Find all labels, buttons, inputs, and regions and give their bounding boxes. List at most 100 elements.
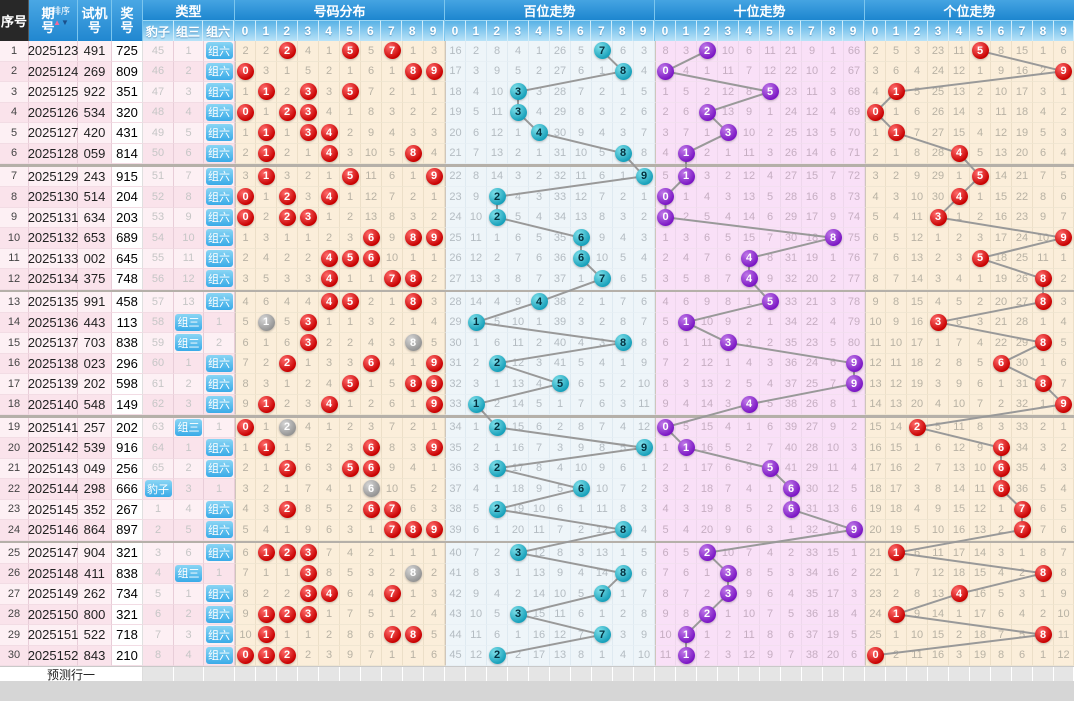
type-cell: 豹子 [143, 479, 174, 500]
number-ball: 1 [257, 439, 275, 457]
prediction-cell[interactable] [204, 667, 235, 681]
miss-cell: 1 [529, 143, 550, 164]
miss-cell: 2 [298, 645, 319, 666]
prediction-cell[interactable] [718, 667, 739, 681]
miss-cell: 2 [529, 61, 550, 82]
number-ball: 6 [362, 354, 380, 372]
ball-cell: 3 [298, 123, 319, 144]
miss-cell: 7 [949, 333, 970, 354]
type-cell: 组六 [204, 166, 235, 187]
ball-cell: 8 [1033, 563, 1054, 584]
prediction-cell[interactable] [802, 667, 823, 681]
prediction-cell[interactable] [487, 667, 508, 681]
prediction-cell[interactable] [844, 667, 865, 681]
prediction-cell[interactable] [781, 667, 802, 681]
miss-cell: 4 [760, 374, 781, 395]
prediction-cell[interactable] [655, 667, 676, 681]
type-cell: 47 [143, 82, 174, 103]
prediction-cell[interactable] [676, 667, 697, 681]
miss-cell: 33 [802, 543, 823, 564]
prediction-cell[interactable] [928, 667, 949, 681]
type-cell: 1 [143, 499, 174, 520]
miss-cell: 1 [718, 353, 739, 374]
prediction-cell[interactable] [970, 667, 991, 681]
miss-cell: 1 [739, 417, 760, 438]
prediction-cell[interactable] [571, 667, 592, 681]
type-cell: 组六 [204, 458, 235, 479]
prediction-cell[interactable] [592, 667, 613, 681]
digit-header: 6 [991, 20, 1012, 41]
miss-cell: 6 [760, 207, 781, 228]
miss-cell: 7 [466, 543, 487, 564]
miss-cell: 13 [865, 374, 886, 395]
miss-cell: 13 [739, 187, 760, 208]
miss-cell: 9 [991, 61, 1012, 82]
number-ball: 8 [1034, 375, 1052, 393]
prediction-cell[interactable] [174, 667, 204, 681]
prediction-cell[interactable] [739, 667, 760, 681]
miss-cell: 4 [613, 645, 634, 666]
prediction-cell[interactable] [256, 667, 277, 681]
prediction-cell[interactable] [466, 667, 487, 681]
ball-cell: 4 [319, 123, 340, 144]
miss-cell: 6 [760, 584, 781, 605]
prediction-cell[interactable] [382, 667, 403, 681]
miss-cell: 7 [718, 269, 739, 290]
miss-cell: 5 [424, 625, 445, 646]
prediction-cell[interactable] [1033, 667, 1054, 681]
test-number-cell: 491 [78, 41, 112, 62]
sort-asc-icon[interactable]: ▲ [53, 18, 61, 27]
prediction-cell[interactable] [634, 667, 655, 681]
prediction-cell[interactable] [1054, 667, 1074, 681]
prediction-cell[interactable] [823, 667, 844, 681]
ball-cell: 2 [487, 353, 508, 374]
prediction-cell[interactable] [991, 667, 1012, 681]
number-ball: 1 [257, 626, 275, 644]
prediction-cell[interactable] [319, 667, 340, 681]
prediction-cell[interactable] [550, 667, 571, 681]
number-ball: 7 [593, 585, 611, 603]
prediction-cell[interactable] [424, 667, 445, 681]
miss-cell: 1 [403, 166, 424, 187]
miss-cell: 3 [424, 41, 445, 62]
prize-number-cell: 351 [112, 82, 143, 103]
prediction-cell[interactable] [445, 667, 466, 681]
miss-cell: 5 [676, 543, 697, 564]
prediction-cell[interactable] [340, 667, 361, 681]
sort-widget[interactable]: 排序 ▲▼ [48, 6, 74, 27]
sort-desc-icon[interactable]: ▼ [61, 18, 69, 27]
prediction-cell[interactable] [697, 667, 718, 681]
miss-cell: 1 [403, 394, 424, 415]
miss-cell: 20 [697, 520, 718, 541]
prediction-cell[interactable] [361, 667, 382, 681]
prediction-cell[interactable] [865, 667, 886, 681]
prediction-cell[interactable] [949, 667, 970, 681]
prediction-cell[interactable] [886, 667, 907, 681]
type-cell: 组六 [204, 645, 235, 666]
prediction-cell[interactable] [277, 667, 298, 681]
digit-header: 0 [655, 20, 676, 41]
prediction-cell[interactable] [235, 667, 256, 681]
miss-cell: 3 [403, 123, 424, 144]
prediction-cell[interactable] [1012, 667, 1033, 681]
prediction-cell[interactable] [907, 667, 928, 681]
miss-cell: 11 [970, 479, 991, 500]
prediction-cell[interactable] [760, 667, 781, 681]
prediction-cell[interactable] [529, 667, 550, 681]
prediction-cell[interactable] [508, 667, 529, 681]
prediction-cell[interactable] [403, 667, 424, 681]
test-number-cell: 257 [78, 417, 112, 438]
ball-cell: 2 [487, 458, 508, 479]
table-row: 4 2025126 534 320 48 4 组六 0 1 2 3 4 1 8 3 2 2 19 5 11 3 4 29 8 3… [0, 102, 1074, 123]
type-badge: 组三 [175, 334, 202, 352]
miss-cell: 5 [676, 269, 697, 290]
prediction-cell[interactable] [613, 667, 634, 681]
type-badge: 组六 [205, 626, 233, 644]
miss-cell: 6 [235, 543, 256, 564]
miss-cell: 15 [508, 417, 529, 438]
number-ball: 9 [425, 439, 443, 457]
miss-cell: 3 [487, 563, 508, 584]
prediction-cell[interactable] [298, 667, 319, 681]
prediction-cell[interactable] [143, 667, 174, 681]
